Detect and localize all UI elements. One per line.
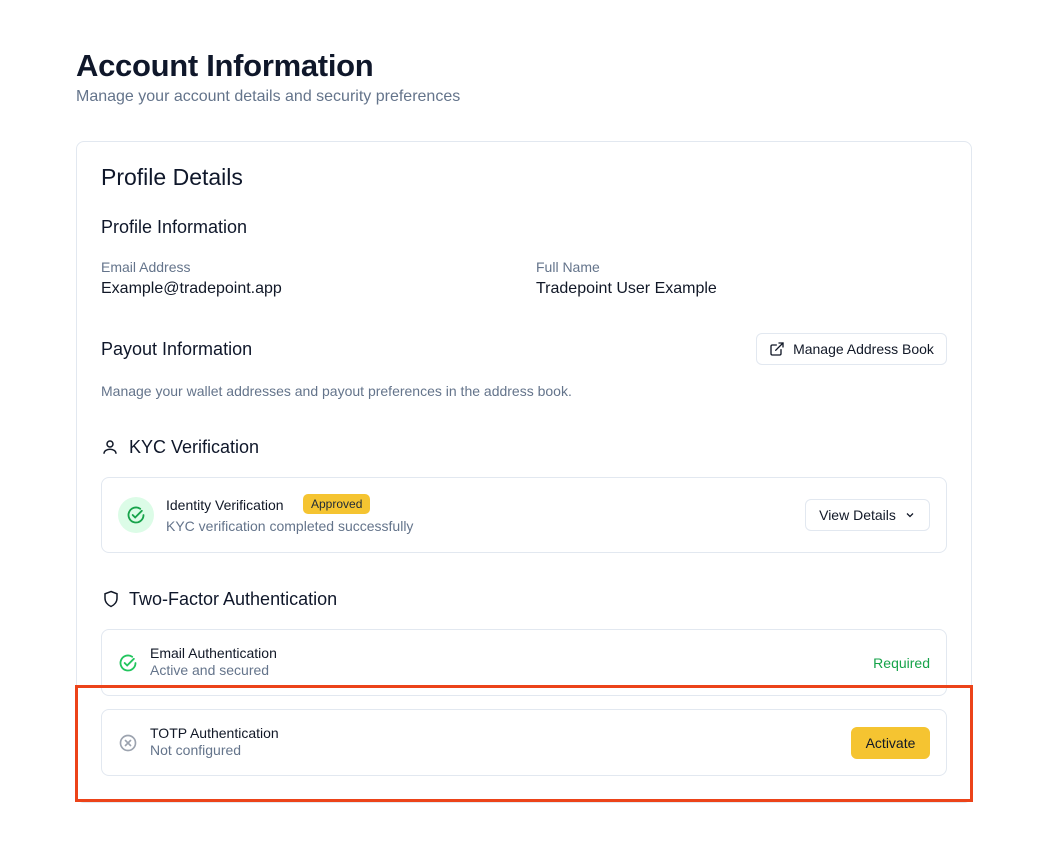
kyc-heading: KYC Verification — [129, 437, 260, 457]
activate-label: Activate — [865, 735, 916, 751]
totp-auth-desc: Not configured — [150, 742, 242, 758]
email-label: Email Address — [101, 259, 191, 275]
approved-badge: Approved — [303, 494, 371, 514]
email-auth-title: Email Authentication — [150, 645, 277, 661]
profile-info-heading: Profile Information — [101, 217, 248, 237]
kyc-status-icon-wrap — [118, 497, 154, 533]
page-subtitle: Manage your account details and security… — [76, 88, 461, 105]
required-status: Required — [873, 655, 930, 671]
external-link-icon — [770, 342, 784, 356]
activate-button[interactable]: Activate — [851, 727, 930, 759]
totp-auth-item — [101, 709, 947, 776]
chevron-down-icon — [906, 513, 914, 518]
name-label: Full Name — [536, 259, 600, 275]
check-circle-icon — [127, 506, 145, 524]
kyc-item-desc: KYC verification completed successfully — [166, 518, 414, 534]
shield-icon — [104, 590, 118, 608]
view-details-button[interactable]: View Details — [805, 499, 930, 531]
payout-description: Manage your wallet addresses and payout … — [101, 383, 572, 399]
check-circle-icon — [119, 654, 137, 672]
kyc-item-title: Identity Verification — [166, 497, 284, 513]
view-details-label: View Details — [819, 507, 896, 523]
name-value: Tradepoint User Example — [536, 280, 717, 297]
tfa-heading: Two-Factor Authentication — [129, 589, 338, 609]
profile-card — [76, 141, 972, 803]
email-auth-item — [101, 629, 947, 696]
highlight-box — [75, 685, 973, 802]
page-title: Account Information — [76, 48, 374, 83]
totp-auth-title: TOTP Authentication — [150, 725, 279, 741]
payout-heading: Payout Information — [101, 339, 253, 359]
x-circle-icon — [119, 734, 137, 752]
manage-address-book-label: Manage Address Book — [793, 341, 934, 357]
email-value: Example@tradepoint.app — [101, 280, 282, 297]
manage-address-book-button[interactable]: Manage Address Book — [756, 333, 947, 365]
user-icon — [103, 440, 117, 454]
email-auth-desc: Active and secured — [150, 662, 270, 678]
card-title: Profile Details — [101, 164, 243, 190]
